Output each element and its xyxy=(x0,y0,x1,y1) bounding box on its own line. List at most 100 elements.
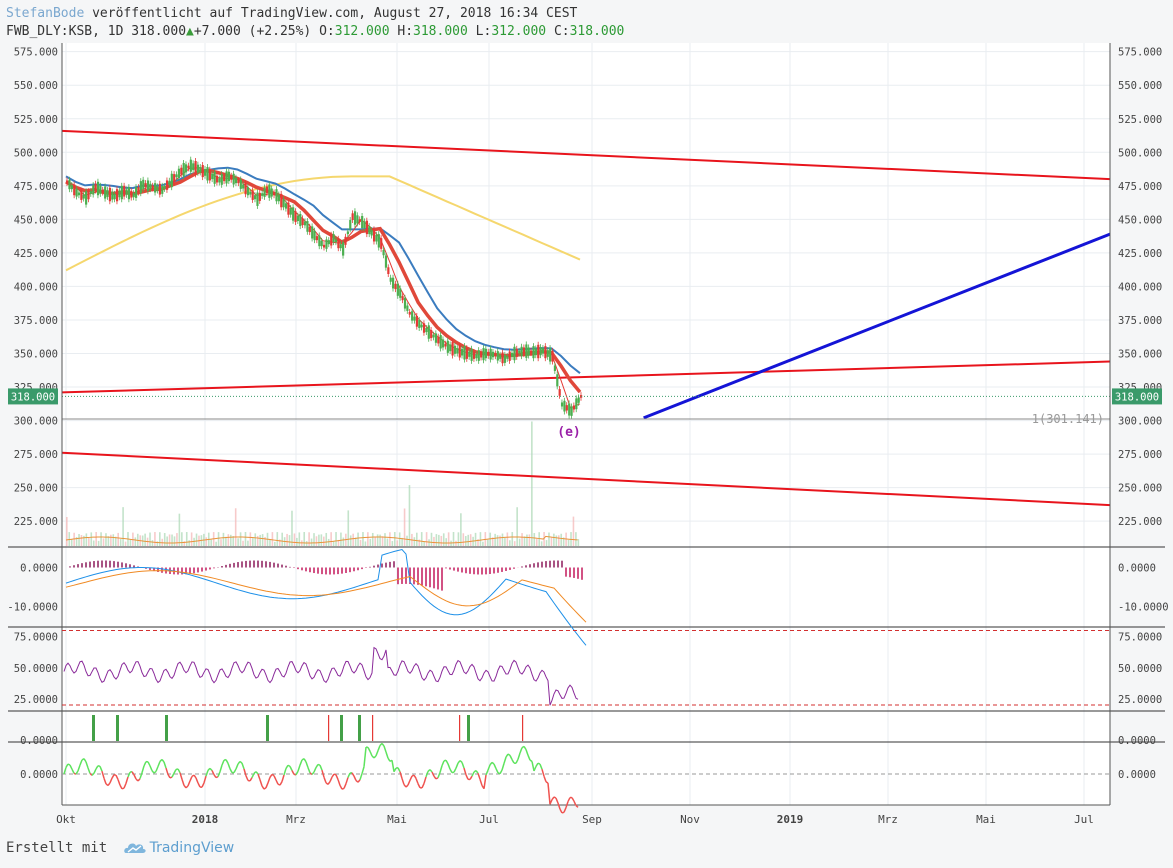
volume-bar xyxy=(261,534,264,546)
price-tick-left: 525.000 xyxy=(14,114,58,126)
oscillator-segment xyxy=(77,764,81,772)
candle-body xyxy=(370,230,373,236)
oscillator-segment xyxy=(465,774,469,780)
volume-bar xyxy=(269,539,271,546)
volume-bar xyxy=(293,533,296,546)
oscillator-segment xyxy=(561,811,565,814)
oscillator-segment xyxy=(337,779,341,786)
oscillator-segment xyxy=(535,762,539,767)
oscillator-segment xyxy=(69,764,73,770)
author-link[interactable]: StefanBode xyxy=(6,6,85,21)
candle-body xyxy=(275,189,278,202)
oscillator-segment xyxy=(559,808,563,814)
candle-body xyxy=(387,267,390,275)
candle-body xyxy=(351,213,354,221)
volume-bar xyxy=(521,533,523,546)
change-value: +7.000 (+2.25%) xyxy=(193,24,312,39)
candle-body xyxy=(289,207,292,215)
oscillator-segment xyxy=(103,777,107,785)
low-label: L: xyxy=(475,24,492,39)
volume-bar xyxy=(401,537,403,546)
oscillator-segment xyxy=(413,774,417,779)
volume-bar xyxy=(342,537,345,546)
candle-body xyxy=(199,167,202,173)
buy-signal-bar xyxy=(266,715,269,741)
candle-body xyxy=(363,221,366,229)
x-tick-label: Mai xyxy=(387,813,407,826)
oscillator-segment xyxy=(351,772,355,777)
candle-body xyxy=(189,159,192,172)
oscillator-segment xyxy=(173,769,177,774)
candle-body xyxy=(87,191,90,200)
volume-bar xyxy=(215,541,217,546)
candle-body xyxy=(396,283,399,296)
candle-body xyxy=(225,171,228,184)
chart-header: StefanBode veröffentlicht auf TradingVie… xyxy=(6,5,624,41)
price-tick-left: 250.000 xyxy=(14,483,58,495)
oscillator-segment xyxy=(493,763,497,769)
oscillator-segment xyxy=(463,767,467,776)
oscillator-segment xyxy=(121,787,125,790)
price-tick-left: 400.000 xyxy=(14,281,58,293)
oscillator-segment xyxy=(405,784,409,788)
candle-body xyxy=(472,352,476,359)
candle-body xyxy=(541,348,545,354)
oscillator-segment xyxy=(153,770,157,774)
sell-signal-bar xyxy=(522,715,524,741)
oscillator-segment xyxy=(185,785,189,789)
oscillator-segment xyxy=(275,779,279,785)
oscillator-segment xyxy=(491,761,495,765)
candle-body xyxy=(120,185,123,200)
candle-body xyxy=(227,171,231,182)
oscillator-segment xyxy=(285,764,289,769)
oscillator-segment xyxy=(107,782,111,786)
candle-body xyxy=(451,342,454,356)
volume-bar xyxy=(403,508,406,546)
oscillator-segment xyxy=(155,766,159,772)
volume-ma-line xyxy=(65,535,578,544)
oscillator-segment xyxy=(411,774,415,777)
volume-bar xyxy=(68,532,71,546)
candle-body xyxy=(108,187,112,202)
candle-body xyxy=(106,190,109,197)
volume-bar xyxy=(325,532,328,546)
volume-bar xyxy=(83,535,85,546)
volume-bar xyxy=(327,538,330,546)
candle-body xyxy=(149,183,152,190)
candle-body xyxy=(575,398,578,410)
candle-body xyxy=(384,255,388,268)
candle-body xyxy=(123,185,126,197)
oscillator-segment xyxy=(525,749,529,756)
volume-bar xyxy=(396,540,399,546)
oscillator-segment xyxy=(441,760,445,767)
oscillator-segment xyxy=(373,755,377,759)
oscillator-segment xyxy=(533,766,537,772)
volume-bar xyxy=(163,533,166,546)
volume-bar xyxy=(479,532,482,546)
volume-bar xyxy=(496,535,499,546)
oscillator-segment xyxy=(409,775,413,781)
volume-bar xyxy=(477,539,479,546)
candle-body xyxy=(292,207,295,221)
oscillator-segment xyxy=(197,782,201,788)
candle-body xyxy=(441,339,445,348)
oscillator-segment xyxy=(65,763,69,768)
candle-body xyxy=(137,187,140,193)
candle-body xyxy=(249,191,252,195)
price-tick-right: 350.000 xyxy=(1118,348,1162,360)
volume-bar xyxy=(205,537,208,546)
candle-body xyxy=(375,234,378,242)
oscillator-segment xyxy=(171,772,175,778)
oscillator-segment xyxy=(333,773,337,776)
volume-bar xyxy=(232,536,235,546)
volume-bar xyxy=(264,536,266,546)
candle-body xyxy=(491,351,495,358)
buy-signal-bar xyxy=(467,715,470,741)
tradingview-brand-link[interactable]: TradingView xyxy=(149,840,235,856)
oscillator-segment xyxy=(575,804,579,808)
candle-body xyxy=(510,352,514,357)
x-tick-label: Okt xyxy=(56,813,76,826)
candle-body xyxy=(206,167,209,181)
volume-bar xyxy=(416,532,418,546)
candle-body xyxy=(315,236,319,241)
